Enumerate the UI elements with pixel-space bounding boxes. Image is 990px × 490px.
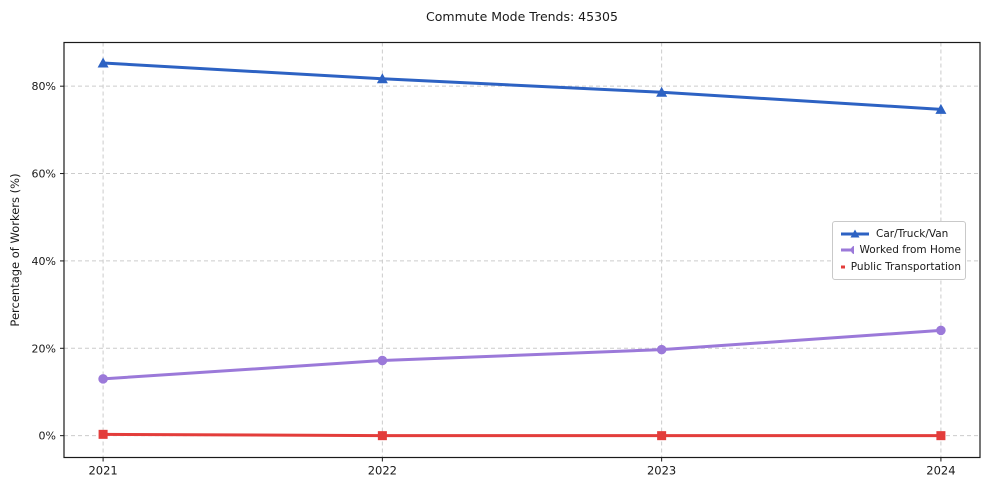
data-point-marker-triangle	[656, 86, 668, 97]
legend: Car/Truck/Van Worked from Home Public Tran…	[832, 221, 966, 280]
y-tick-label: 60%	[32, 168, 56, 181]
data-point-marker-square	[936, 431, 946, 441]
y-tick-label: 20%	[32, 342, 56, 355]
series-line-2	[101, 432, 943, 438]
x-tick-label: 2022	[368, 464, 397, 478]
x-tick-label: 2024	[926, 464, 955, 478]
chart-title: Commute Mode Trends: 45305	[426, 9, 618, 24]
legend-marker-glyph	[850, 246, 854, 255]
data-point-marker-triangle	[97, 57, 109, 68]
data-point-marker-circle	[656, 344, 667, 355]
legend-marker-triangle	[841, 229, 869, 238]
legend-label: Public Transportation	[850, 260, 961, 273]
legend-label: Worked from Home	[859, 244, 961, 257]
data-point-marker-triangle	[935, 103, 947, 114]
legend-marker-circle	[841, 246, 854, 255]
data-point-marker-square	[657, 431, 667, 441]
data-point-marker-triangle	[376, 73, 388, 84]
data-point-marker-square	[377, 431, 387, 441]
series-line-0	[101, 61, 943, 111]
x-tick-label: 2023	[647, 464, 676, 478]
legend-marker-glyph	[850, 229, 860, 238]
legend-label: Car/Truck/Van	[876, 228, 949, 241]
data-point-marker-square	[98, 429, 108, 439]
x-tick-label: 2021	[88, 464, 117, 478]
legend-marker-square	[841, 265, 845, 269]
legend-item: Worked from Home	[840, 242, 961, 258]
y-tick-label: 0%	[39, 430, 56, 443]
plot-border	[63, 41, 981, 459]
data-point-marker-circle	[98, 374, 108, 384]
series-line-1	[101, 328, 943, 381]
legend-item: Car/Truck/Van	[840, 226, 961, 242]
y-tick-label: 40%	[32, 255, 56, 268]
data-point-marker-circle	[936, 325, 946, 336]
data-point-marker-circle	[377, 355, 388, 366]
y-tick-label: 80%	[32, 80, 56, 93]
legend-item: Public Transportation	[840, 259, 961, 275]
